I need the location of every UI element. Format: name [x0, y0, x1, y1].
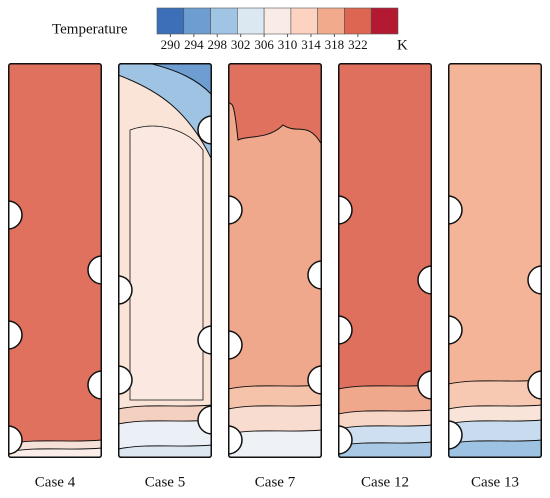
wall-bump — [197, 325, 212, 355]
panel-label: Case 13 — [471, 474, 519, 490]
colorbar-tick-label: 306 — [254, 37, 274, 52]
colorbar-swatch — [317, 7, 345, 35]
contour-region — [228, 63, 322, 147]
wall-bump — [8, 320, 23, 350]
wall-bump — [87, 370, 102, 400]
colorbar-tick-label: 322 — [348, 37, 368, 52]
colorbar-tick-label: 298 — [208, 37, 228, 52]
wall-bump — [307, 260, 322, 290]
wall-bump — [87, 255, 102, 285]
panel-label: Case 7 — [255, 474, 296, 490]
wall-bump — [197, 405, 212, 435]
wall-bump — [527, 265, 542, 295]
colorbar-swatch — [370, 7, 399, 35]
contour-band — [8, 447, 102, 458]
contour-panel — [448, 63, 542, 458]
wall-bump — [417, 265, 432, 295]
contour-band — [338, 441, 432, 458]
wall-bump — [448, 420, 463, 450]
panel-label: Case 12 — [361, 474, 409, 490]
colorbar-title: Temperature — [52, 21, 128, 37]
contour-band — [448, 439, 542, 458]
contour-panel — [8, 63, 102, 458]
wall-bump — [8, 200, 23, 230]
contour-region — [129, 125, 204, 401]
contour-band — [228, 429, 322, 458]
colorbar-swatch — [210, 7, 238, 35]
contour-panel — [338, 63, 432, 458]
contour-panel — [228, 63, 322, 458]
colorbar-tick-label: 290 — [161, 37, 181, 52]
colorbar-tick-label: 302 — [231, 37, 251, 52]
wall-bump — [338, 315, 353, 345]
colorbar-tick-label: 310 — [278, 37, 298, 52]
wall-bump — [228, 330, 243, 360]
wall-bump — [338, 195, 353, 225]
colorbar-swatch — [290, 7, 318, 35]
colorbar-unit: K — [397, 37, 408, 53]
wall-bump — [417, 370, 432, 400]
colorbar-swatch — [156, 7, 185, 35]
colorbar-swatch — [183, 7, 211, 35]
wall-bump — [118, 275, 133, 305]
panel-label: Case 4 — [35, 474, 76, 490]
wall-bump — [197, 115, 212, 145]
colorbar-tick-label: 294 — [184, 37, 204, 52]
contour-panel — [118, 63, 212, 458]
colorbar-swatch — [263, 7, 292, 35]
wall-bump — [228, 195, 243, 225]
wall-bump — [307, 365, 322, 395]
colorbar-swatch — [344, 7, 372, 35]
panel-field — [8, 63, 102, 458]
contour-band — [118, 444, 212, 458]
wall-bump — [448, 195, 463, 225]
wall-bump — [338, 425, 353, 455]
wall-bump — [527, 370, 542, 400]
wall-bump — [228, 425, 243, 455]
wall-bump — [448, 315, 463, 345]
wall-bump — [118, 365, 133, 395]
colorbar-tick-label: 318 — [325, 37, 345, 52]
colorbar-tick-label: 314 — [301, 37, 321, 52]
panel-label: Case 5 — [145, 474, 185, 490]
colorbar-swatch — [237, 7, 265, 35]
wall-bump — [8, 425, 23, 455]
